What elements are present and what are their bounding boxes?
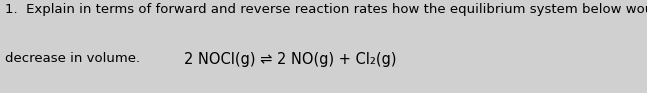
Text: decrease in volume.: decrease in volume. [5,52,140,65]
Text: 1.  Explain in terms of forward and reverse reaction rates how the equilibrium s: 1. Explain in terms of forward and rever… [5,3,647,16]
Text: 2 NOCl(g) ⇌ 2 NO(g) + Cl₂(g): 2 NOCl(g) ⇌ 2 NO(g) + Cl₂(g) [184,52,397,67]
